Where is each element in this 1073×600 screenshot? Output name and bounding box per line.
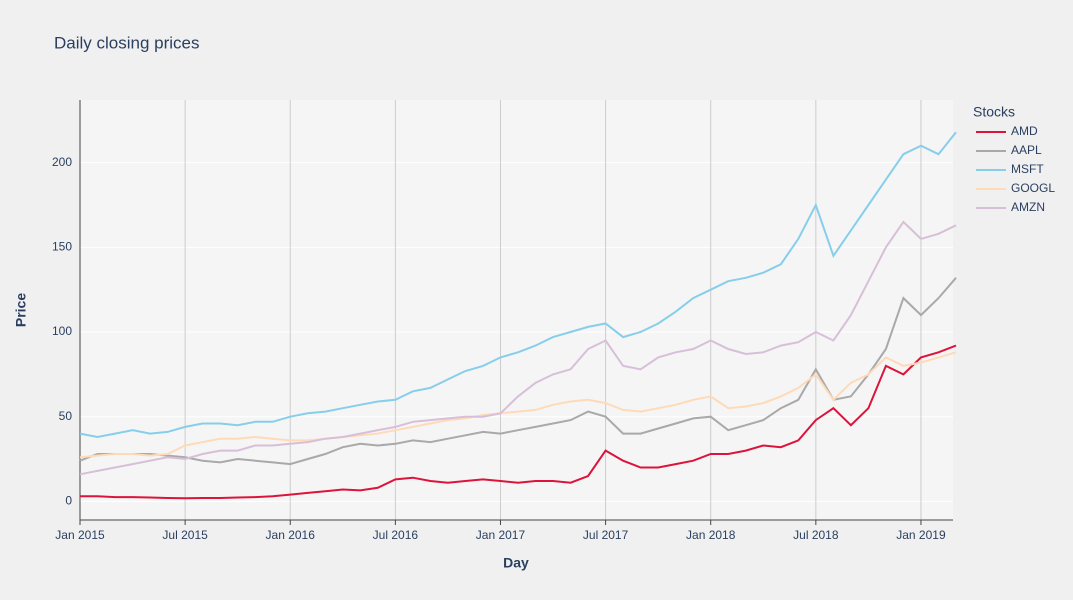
y-axis-title: Price	[13, 293, 29, 327]
x-tick-label: Jan 2015	[55, 528, 105, 542]
legend-label: AMD	[1011, 124, 1038, 138]
x-tick-label: Jul 2015	[162, 528, 208, 542]
x-tick-label: Jan 2017	[476, 528, 526, 542]
x-tick-label: Jan 2018	[686, 528, 736, 542]
legend-label: AMZN	[1011, 200, 1045, 214]
x-tick-label: Jul 2016	[373, 528, 419, 542]
x-tick-label: Jul 2018	[793, 528, 839, 542]
x-tick-label: Jan 2016	[266, 528, 316, 542]
legend-title: Stocks	[973, 104, 1015, 120]
y-tick-label: 200	[52, 155, 72, 169]
x-tick-label: Jan 2019	[896, 528, 946, 542]
x-tick-label: Jul 2017	[583, 528, 629, 542]
series-line	[79, 131, 957, 439]
series-line	[80, 344, 957, 500]
y-tick-label: 150	[52, 240, 72, 254]
series-line	[79, 351, 957, 459]
legend-label: GOOGL	[1011, 181, 1055, 195]
y-tick-label: 100	[52, 324, 72, 338]
y-tick-label: 50	[59, 409, 73, 423]
legend-label: AAPL	[1011, 143, 1042, 157]
x-axis-title: Day	[503, 555, 529, 571]
chart-title: Daily closing prices	[54, 33, 200, 52]
legend-label: MSFT	[1011, 162, 1044, 176]
series-line	[79, 220, 957, 476]
y-tick-label: 0	[65, 494, 72, 508]
